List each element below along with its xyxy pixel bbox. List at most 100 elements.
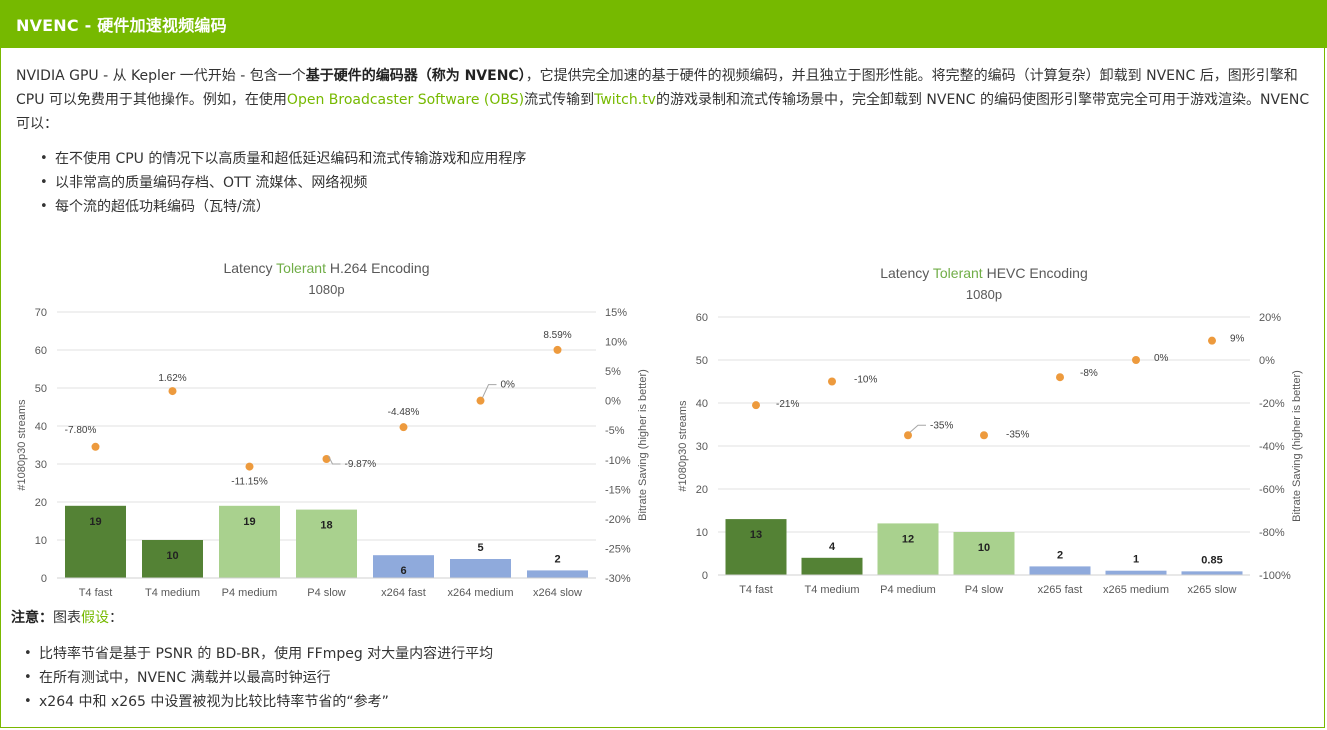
intro-text-1: NVIDIA GPU - 从 Kepler 一代开始 - 包含一个 [16, 68, 306, 84]
chart-subtitle: 1080p [308, 282, 344, 297]
bar-value-label: 1 [1133, 554, 1139, 566]
chart-bar [725, 519, 787, 575]
note-prefix: 图表 [53, 610, 81, 626]
y2-tick-label: 10% [605, 337, 627, 349]
list-item: 在所有测试中，NVENC 满载并以最高时钟运行 [22, 666, 493, 690]
chart-title-part: Tolerant [276, 260, 326, 276]
chart-bar [953, 532, 1015, 575]
chart-title-part: Latency [223, 260, 276, 276]
list-item: 比特率节省是基于 PSNR 的 BD-BR，使用 FFmpeg 对大量内容进行平… [22, 642, 493, 666]
saving-label: 0% [1154, 353, 1169, 364]
feature-list: 在不使用 CPU 的情况下以高质量和超低延迟编码和流式传输游戏和应用程序 以非常… [38, 147, 526, 219]
y2-tick-label: -100% [1259, 570, 1291, 582]
chart-bar [1181, 571, 1243, 575]
x-tick-label: T4 fast [739, 584, 773, 596]
saving-point [322, 455, 331, 464]
x-tick-label: P4 medium [222, 587, 278, 599]
chart-bar [373, 555, 434, 578]
note-label: 注意： [11, 610, 53, 626]
chart-bar [142, 540, 203, 578]
x-tick-label: P4 slow [965, 584, 1004, 596]
chart-bar [65, 505, 126, 578]
y-tick-label: 10 [696, 527, 708, 539]
chart-bar [219, 505, 280, 578]
list-item: x264 中和 x265 中设置被视为比较比特率节省的“参考” [22, 690, 493, 714]
list-item: 以非常高的质量编码存档、OTT 流媒体、网络视频 [38, 171, 526, 195]
saving-point [553, 345, 562, 354]
y-tick-label: 0 [702, 570, 708, 582]
y2-tick-label: 20% [1259, 312, 1281, 324]
chart-bar [450, 559, 511, 578]
assumptions-link[interactable]: 假设 [81, 610, 109, 626]
bar-value-label: 19 [243, 516, 255, 528]
x-tick-label: x265 slow [1188, 584, 1237, 596]
y-tick-label: 40 [696, 398, 708, 410]
y-axis-title: #1080p30 streams [677, 400, 689, 492]
saving-label: -35% [930, 420, 953, 431]
saving-point [399, 423, 408, 432]
y-tick-label: 60 [35, 345, 47, 357]
intro-bold: 基于硬件的编码器（称为 NVENC） [305, 68, 526, 84]
label-leader [328, 455, 341, 465]
saving-label: -35% [1006, 429, 1029, 440]
note-line: 注意：图表假设： [11, 606, 123, 630]
chart-title-part: Tolerant [933, 265, 983, 281]
y-tick-label: 70 [35, 307, 47, 319]
note-suffix: ： [109, 610, 123, 626]
h264-chart: Latency Tolerant H.264 Encoding 1080p 0 10 2… [16, 260, 649, 599]
label-leader [482, 384, 497, 398]
section-header: NVENC - 硬件加速视频编码 [0, 0, 1327, 48]
x-tick-label: x265 medium [1103, 584, 1169, 596]
saving-point [245, 462, 254, 471]
saving-point [904, 431, 912, 440]
x-tick-label: T4 medium [145, 587, 200, 599]
y2-axis-title: Bitrate Saving (higher is better) [637, 369, 649, 521]
saving-point [1056, 373, 1064, 382]
saving-label: -10% [854, 375, 877, 386]
chart-bar [527, 570, 588, 578]
bar-value-label: 5 [477, 542, 483, 554]
y2-tick-label: -20% [1259, 398, 1285, 410]
saving-label: -9.87% [345, 459, 377, 470]
saving-label: -4.48% [388, 407, 420, 418]
saving-label: -11.15% [231, 477, 268, 488]
saving-label: -7.80% [65, 425, 97, 436]
y-tick-label: 60 [696, 312, 708, 324]
saving-label: 1.62% [158, 373, 186, 384]
y-tick-label: 50 [35, 383, 47, 395]
saving-point [1132, 356, 1140, 364]
y-tick-label: 10 [35, 535, 47, 547]
x-tick-label: T4 fast [79, 587, 113, 599]
x-tick-label: x264 slow [533, 587, 582, 599]
chart-subtitle: 1080p [966, 287, 1002, 302]
y-axis-title: #1080p30 streams [16, 399, 28, 491]
y2-tick-label: 15% [605, 307, 627, 319]
section-title: NVENC - 硬件加速视频编码 [16, 16, 227, 35]
obs-link[interactable]: Open Broadcaster Software (OBS) [286, 92, 525, 108]
y2-axis-title: Bitrate Saving (higher is better) [1291, 370, 1303, 522]
y2-tick-label: -80% [1259, 527, 1285, 539]
y-tick-label: 30 [35, 459, 47, 471]
intro-text-4: 的游戏录制和流式传输场景中，完全卸载到 NVENC 的编码使图形引擎带宽完全可用… [16, 92, 1310, 132]
hevc-chart: Latency Tolerant HEVC Encoding1080p01020… [677, 265, 1303, 596]
bar-value-label: 10 [166, 550, 178, 562]
y2-tick-label: -20% [605, 514, 631, 526]
y2-tick-label: 5% [605, 366, 621, 378]
y2-tick-label: -15% [605, 484, 631, 496]
saving-point [752, 401, 760, 410]
x-tick-label: x264 medium [447, 587, 513, 599]
bar-value-label: 4 [829, 541, 836, 553]
bar-value-label: 10 [978, 542, 990, 554]
saving-point [828, 377, 836, 386]
saving-label: -21% [776, 399, 799, 410]
bar-value-label: 6 [400, 565, 406, 577]
intro-text-2: ，它提供完全加速的基于硬件的视频编码，并且独立于图形性能。将完整的编码（计算复杂… [16, 68, 1298, 108]
x-tick-label: x264 fast [381, 587, 426, 599]
y2-tick-label: 0% [1259, 355, 1275, 367]
x-tick-label: T4 medium [804, 584, 859, 596]
chart-title-part: Latency [880, 265, 933, 281]
twitch-link[interactable]: Twitch.tv [594, 92, 656, 108]
saving-point [980, 431, 988, 440]
intro-text-3: 流式传输到 [524, 92, 595, 108]
saving-point [1208, 336, 1216, 345]
